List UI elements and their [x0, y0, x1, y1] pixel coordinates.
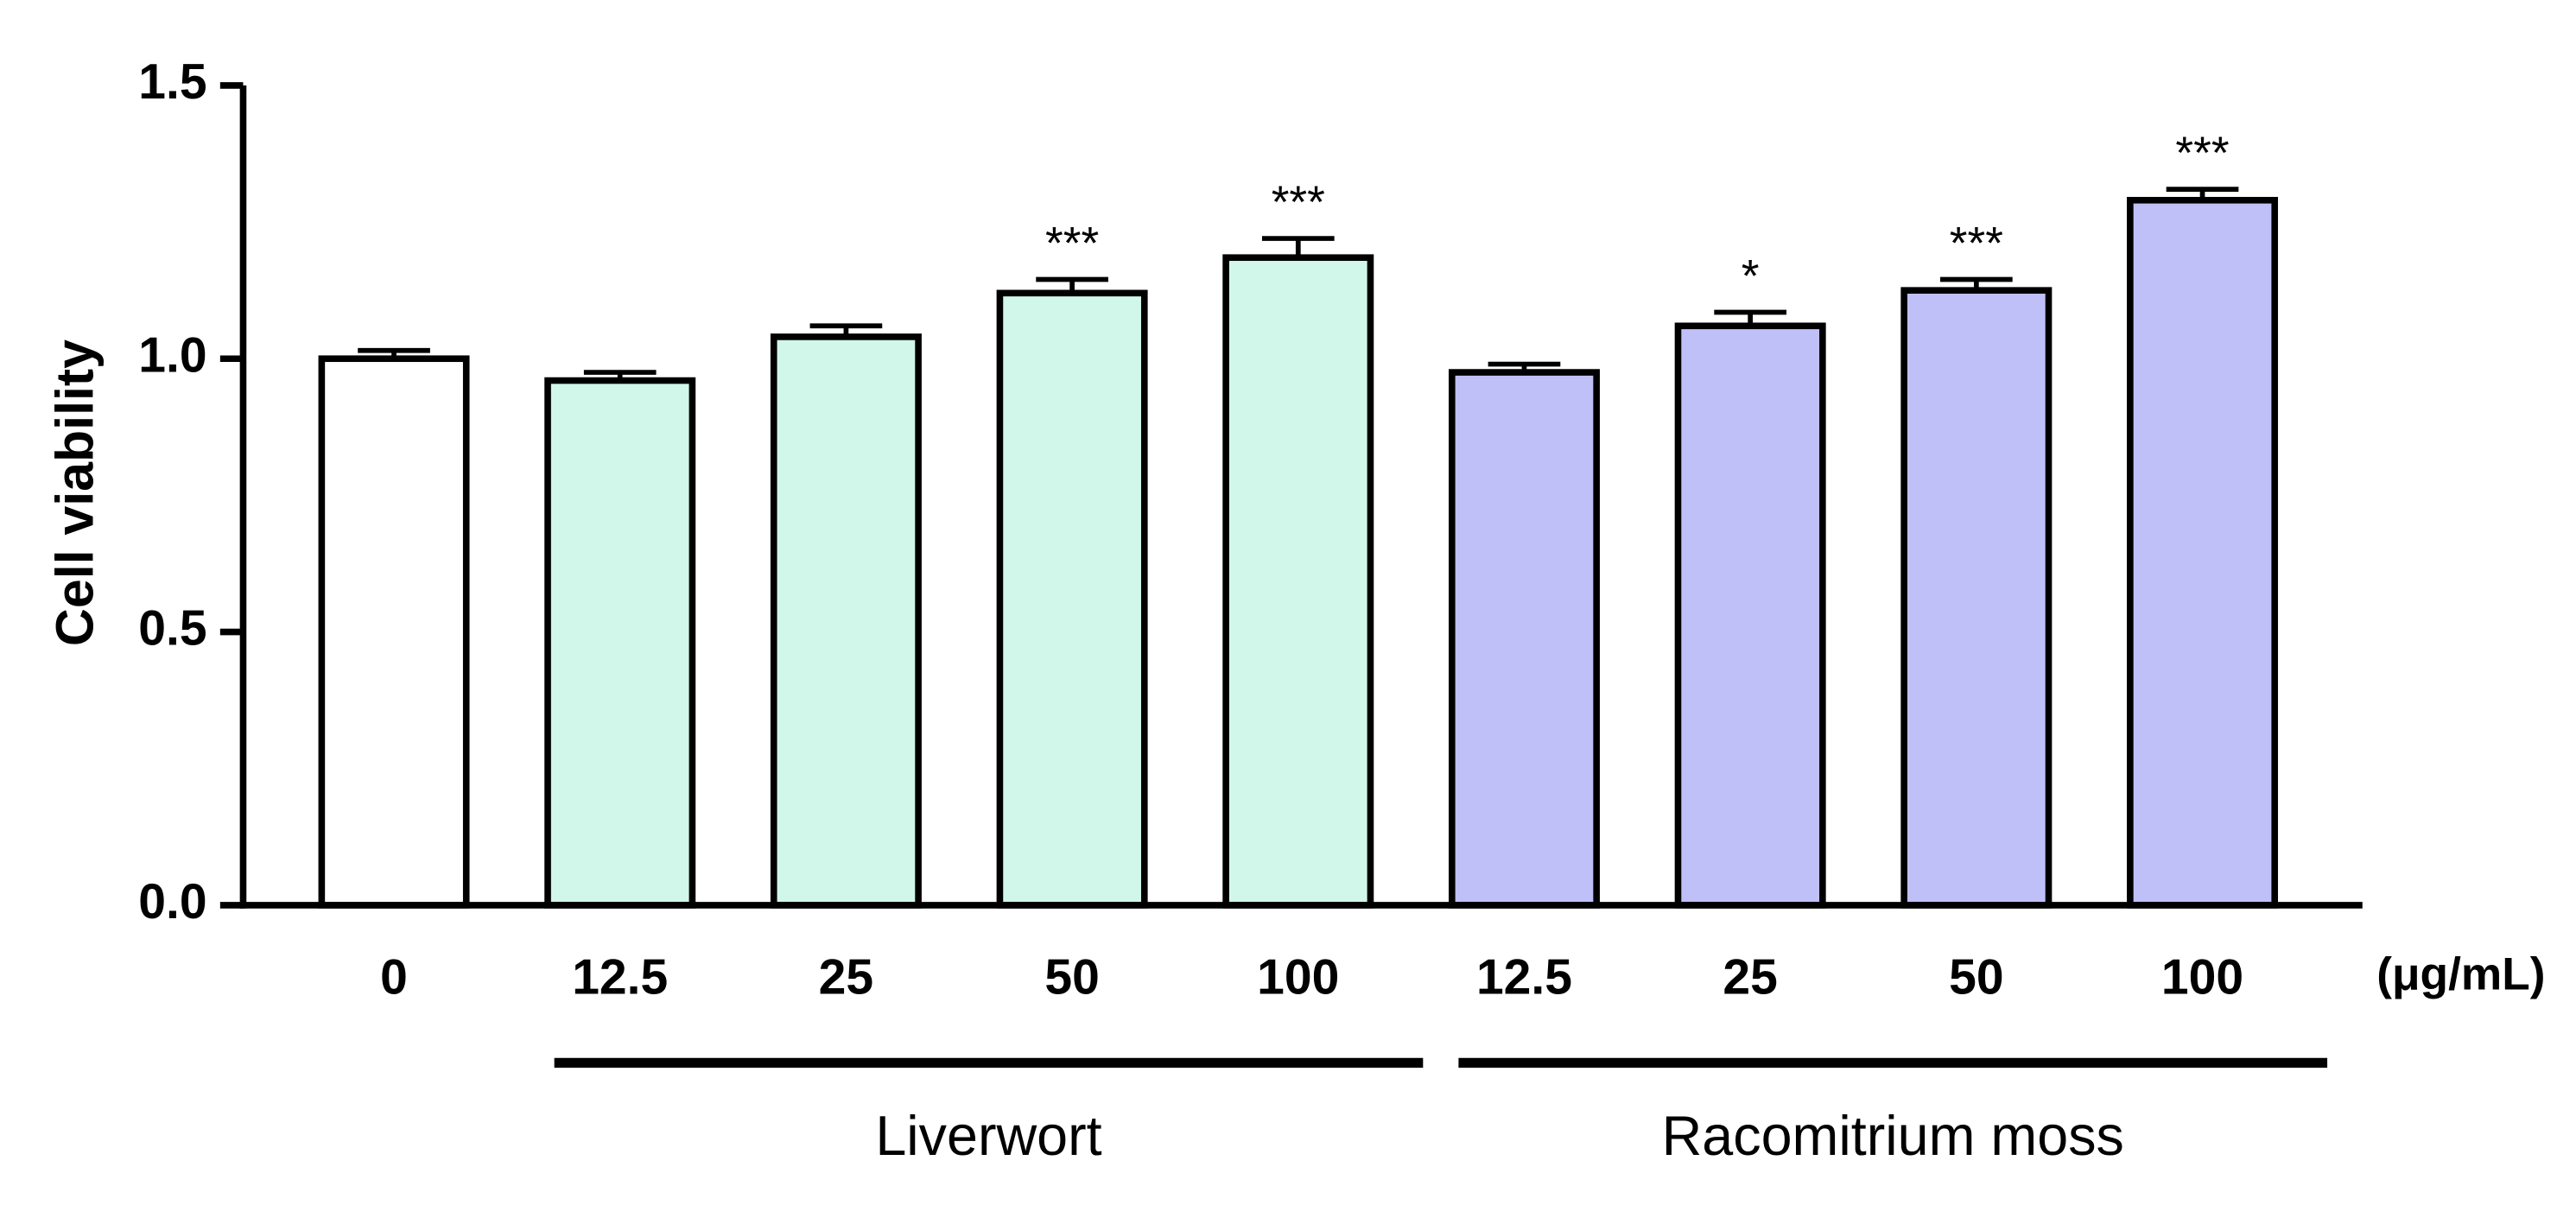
significance: * — [1742, 251, 1760, 301]
bar — [996, 289, 1148, 909]
x-tick-label: 100 — [1257, 949, 1339, 1005]
significance: *** — [1950, 219, 2003, 270]
x-tick-label: 25 — [819, 949, 873, 1005]
x-tick-label: 12.5 — [572, 949, 668, 1005]
y-tick-label: 0.0 — [138, 874, 206, 929]
group-label: Racomitrium moss — [1662, 1104, 2124, 1167]
x-tick-label: 50 — [1949, 949, 2003, 1005]
significance: *** — [2175, 128, 2229, 179]
bar — [1448, 369, 1600, 909]
bar — [770, 333, 922, 909]
x-tick-label: 25 — [1723, 949, 1777, 1005]
bar — [1222, 254, 1374, 909]
bar — [318, 355, 470, 909]
y-tick-label: 1.0 — [138, 327, 206, 383]
bar — [544, 377, 696, 909]
bar — [1900, 287, 2053, 909]
x-tick-label: 12.5 — [1476, 949, 1572, 1005]
y-tick-label: 0.5 — [138, 601, 206, 656]
group-label: Liverwort — [875, 1104, 1101, 1167]
significance: *** — [1272, 177, 1325, 228]
y-axis-title: Cell viability — [45, 339, 104, 646]
bar — [1674, 322, 1826, 909]
x-tick-label: 50 — [1044, 949, 1099, 1005]
y-tick-label: 1.5 — [138, 54, 206, 110]
significance: *** — [1045, 219, 1099, 270]
bar — [2127, 196, 2279, 909]
x-tick-label: 100 — [2161, 949, 2243, 1005]
x-axis-unit: (μg/mL) — [2376, 949, 2545, 1000]
x-tick-label: 0 — [380, 949, 408, 1005]
